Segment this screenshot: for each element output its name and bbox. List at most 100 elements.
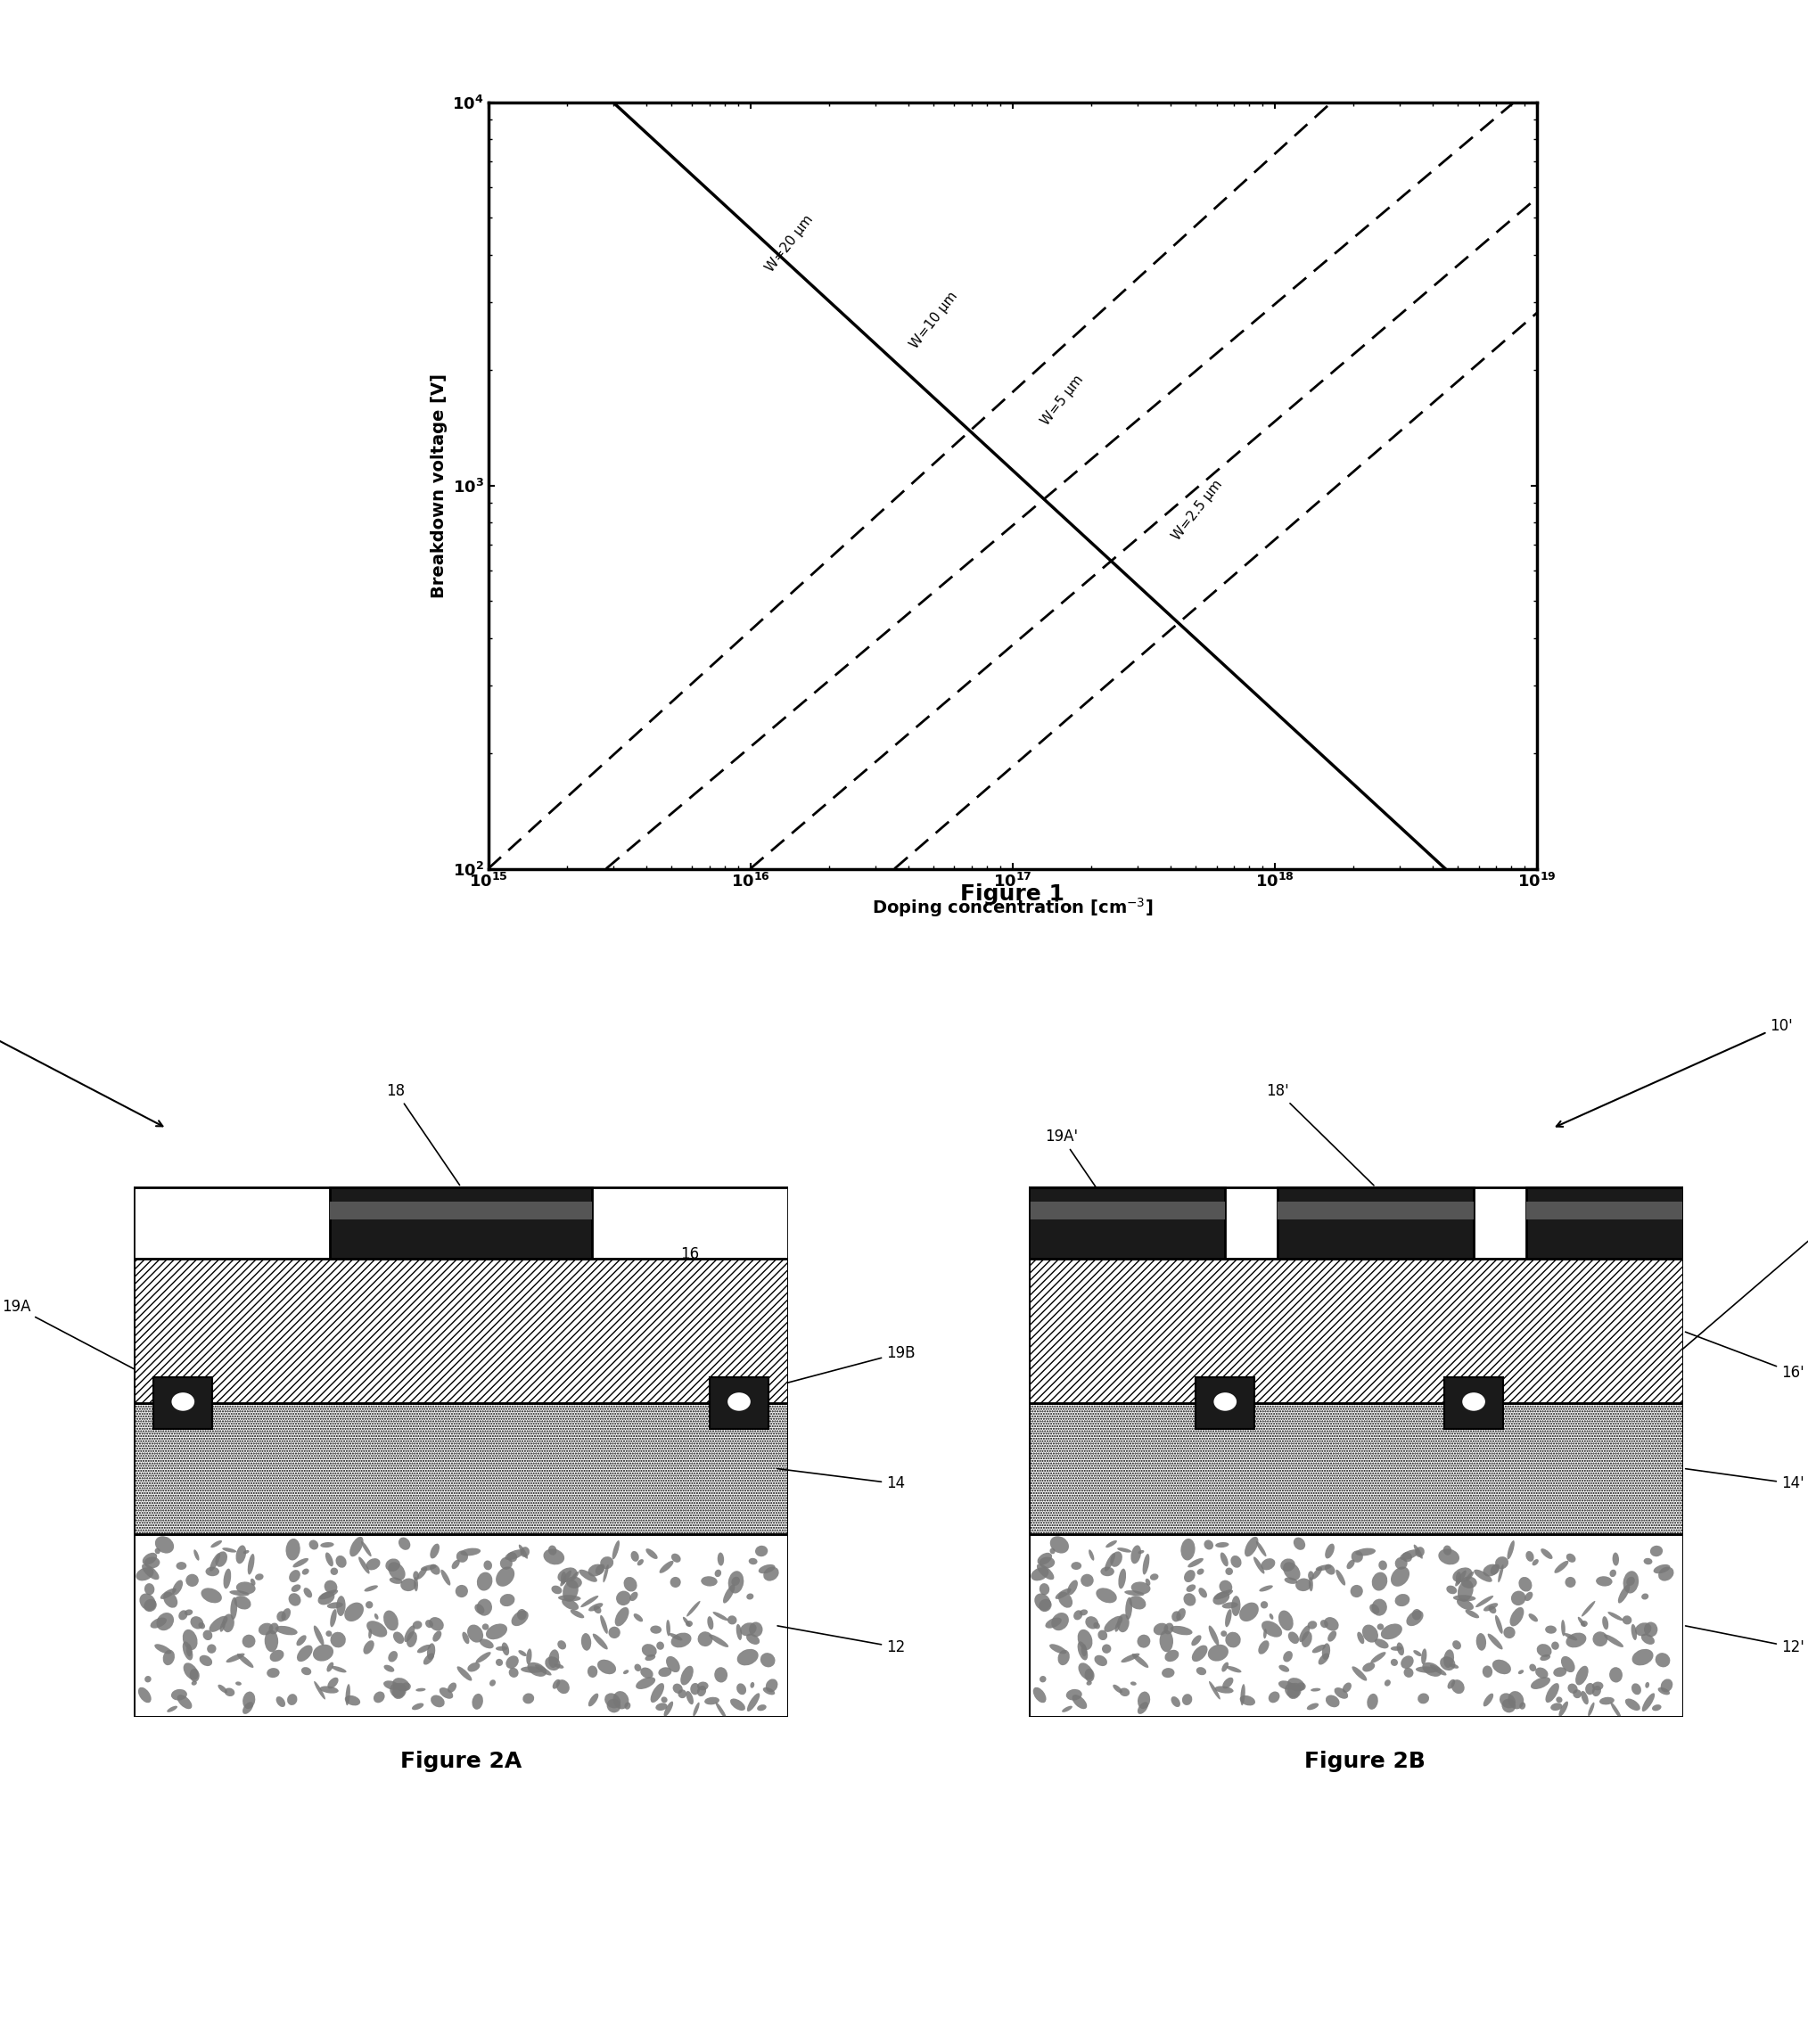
Ellipse shape bbox=[1607, 1613, 1624, 1621]
Ellipse shape bbox=[595, 1564, 606, 1574]
Ellipse shape bbox=[1361, 1625, 1378, 1643]
Ellipse shape bbox=[269, 1623, 278, 1635]
Bar bbox=[1029, 1202, 1226, 1220]
Bar bbox=[1526, 1202, 1683, 1220]
Ellipse shape bbox=[1546, 1625, 1557, 1633]
Ellipse shape bbox=[1213, 1592, 1229, 1605]
Ellipse shape bbox=[414, 1576, 418, 1592]
Ellipse shape bbox=[331, 1568, 338, 1576]
Bar bbox=[1029, 1259, 1683, 1402]
Ellipse shape bbox=[212, 1541, 222, 1547]
Ellipse shape bbox=[736, 1625, 741, 1639]
Ellipse shape bbox=[1414, 1650, 1421, 1656]
Ellipse shape bbox=[1624, 1572, 1638, 1594]
Ellipse shape bbox=[183, 1629, 197, 1650]
Ellipse shape bbox=[506, 1551, 517, 1562]
Ellipse shape bbox=[1045, 1617, 1061, 1629]
Ellipse shape bbox=[418, 1568, 427, 1580]
Ellipse shape bbox=[1627, 1576, 1634, 1586]
Ellipse shape bbox=[476, 1652, 492, 1664]
Ellipse shape bbox=[736, 1684, 747, 1694]
Ellipse shape bbox=[1038, 1553, 1052, 1566]
Ellipse shape bbox=[1210, 1680, 1220, 1699]
Ellipse shape bbox=[172, 1580, 183, 1594]
Ellipse shape bbox=[645, 1549, 658, 1560]
Ellipse shape bbox=[224, 1688, 235, 1697]
Ellipse shape bbox=[392, 1678, 410, 1690]
Ellipse shape bbox=[749, 1558, 758, 1564]
Ellipse shape bbox=[483, 1623, 488, 1629]
Ellipse shape bbox=[698, 1682, 709, 1690]
Ellipse shape bbox=[1492, 1660, 1511, 1674]
Ellipse shape bbox=[1593, 1686, 1602, 1697]
Ellipse shape bbox=[430, 1564, 439, 1574]
Ellipse shape bbox=[172, 1688, 186, 1701]
Ellipse shape bbox=[551, 1586, 562, 1594]
Ellipse shape bbox=[635, 1664, 642, 1672]
Ellipse shape bbox=[1475, 1596, 1493, 1607]
Ellipse shape bbox=[1300, 1625, 1311, 1641]
Ellipse shape bbox=[1309, 1576, 1313, 1592]
Ellipse shape bbox=[1464, 1609, 1479, 1619]
Ellipse shape bbox=[428, 1617, 443, 1631]
Ellipse shape bbox=[600, 1615, 607, 1633]
Ellipse shape bbox=[179, 1611, 188, 1621]
Ellipse shape bbox=[1580, 1690, 1589, 1705]
Text: 19B: 19B bbox=[738, 1345, 915, 1396]
Ellipse shape bbox=[727, 1615, 738, 1625]
Ellipse shape bbox=[1177, 1609, 1186, 1621]
Ellipse shape bbox=[358, 1558, 369, 1574]
Bar bbox=[709, 1378, 768, 1429]
Ellipse shape bbox=[671, 1633, 691, 1647]
Ellipse shape bbox=[1258, 1586, 1273, 1592]
Ellipse shape bbox=[186, 1574, 199, 1586]
Ellipse shape bbox=[1231, 1555, 1242, 1568]
Ellipse shape bbox=[1367, 1694, 1378, 1709]
Ellipse shape bbox=[1222, 1678, 1233, 1688]
Ellipse shape bbox=[383, 1680, 400, 1690]
Ellipse shape bbox=[1188, 1558, 1204, 1568]
Ellipse shape bbox=[1184, 1592, 1195, 1607]
Ellipse shape bbox=[219, 1684, 228, 1692]
Ellipse shape bbox=[1454, 1594, 1475, 1600]
Ellipse shape bbox=[1356, 1547, 1376, 1555]
Ellipse shape bbox=[1050, 1537, 1069, 1553]
Bar bbox=[331, 1188, 591, 1259]
Ellipse shape bbox=[535, 1664, 551, 1676]
Ellipse shape bbox=[1443, 1650, 1454, 1668]
Ellipse shape bbox=[1575, 1666, 1589, 1684]
Ellipse shape bbox=[344, 1602, 363, 1621]
Ellipse shape bbox=[1137, 1549, 1144, 1553]
Bar bbox=[1029, 1533, 1683, 1717]
Ellipse shape bbox=[175, 1562, 186, 1570]
Ellipse shape bbox=[309, 1539, 318, 1549]
Ellipse shape bbox=[432, 1631, 441, 1641]
Ellipse shape bbox=[1531, 1676, 1551, 1688]
Ellipse shape bbox=[389, 1652, 398, 1662]
Ellipse shape bbox=[1642, 1633, 1654, 1645]
Ellipse shape bbox=[1137, 1692, 1150, 1709]
Ellipse shape bbox=[1278, 1666, 1289, 1672]
Ellipse shape bbox=[1653, 1564, 1671, 1574]
Ellipse shape bbox=[709, 1635, 729, 1647]
Ellipse shape bbox=[1125, 1590, 1144, 1596]
Ellipse shape bbox=[580, 1596, 598, 1607]
Ellipse shape bbox=[235, 1682, 242, 1686]
Ellipse shape bbox=[1385, 1680, 1390, 1686]
Ellipse shape bbox=[1260, 1558, 1275, 1570]
Ellipse shape bbox=[1643, 1623, 1658, 1637]
Ellipse shape bbox=[1097, 1629, 1108, 1639]
Ellipse shape bbox=[1159, 1629, 1173, 1652]
Ellipse shape bbox=[1231, 1596, 1240, 1617]
Ellipse shape bbox=[1593, 1631, 1607, 1647]
Ellipse shape bbox=[1287, 1682, 1302, 1699]
Ellipse shape bbox=[1448, 1680, 1455, 1688]
Ellipse shape bbox=[391, 1682, 405, 1699]
Ellipse shape bbox=[1269, 1613, 1273, 1619]
Ellipse shape bbox=[1050, 1547, 1056, 1553]
Ellipse shape bbox=[1085, 1668, 1094, 1682]
Ellipse shape bbox=[665, 1656, 680, 1672]
Ellipse shape bbox=[1351, 1584, 1363, 1598]
Ellipse shape bbox=[1146, 1578, 1150, 1586]
Ellipse shape bbox=[1101, 1568, 1114, 1576]
